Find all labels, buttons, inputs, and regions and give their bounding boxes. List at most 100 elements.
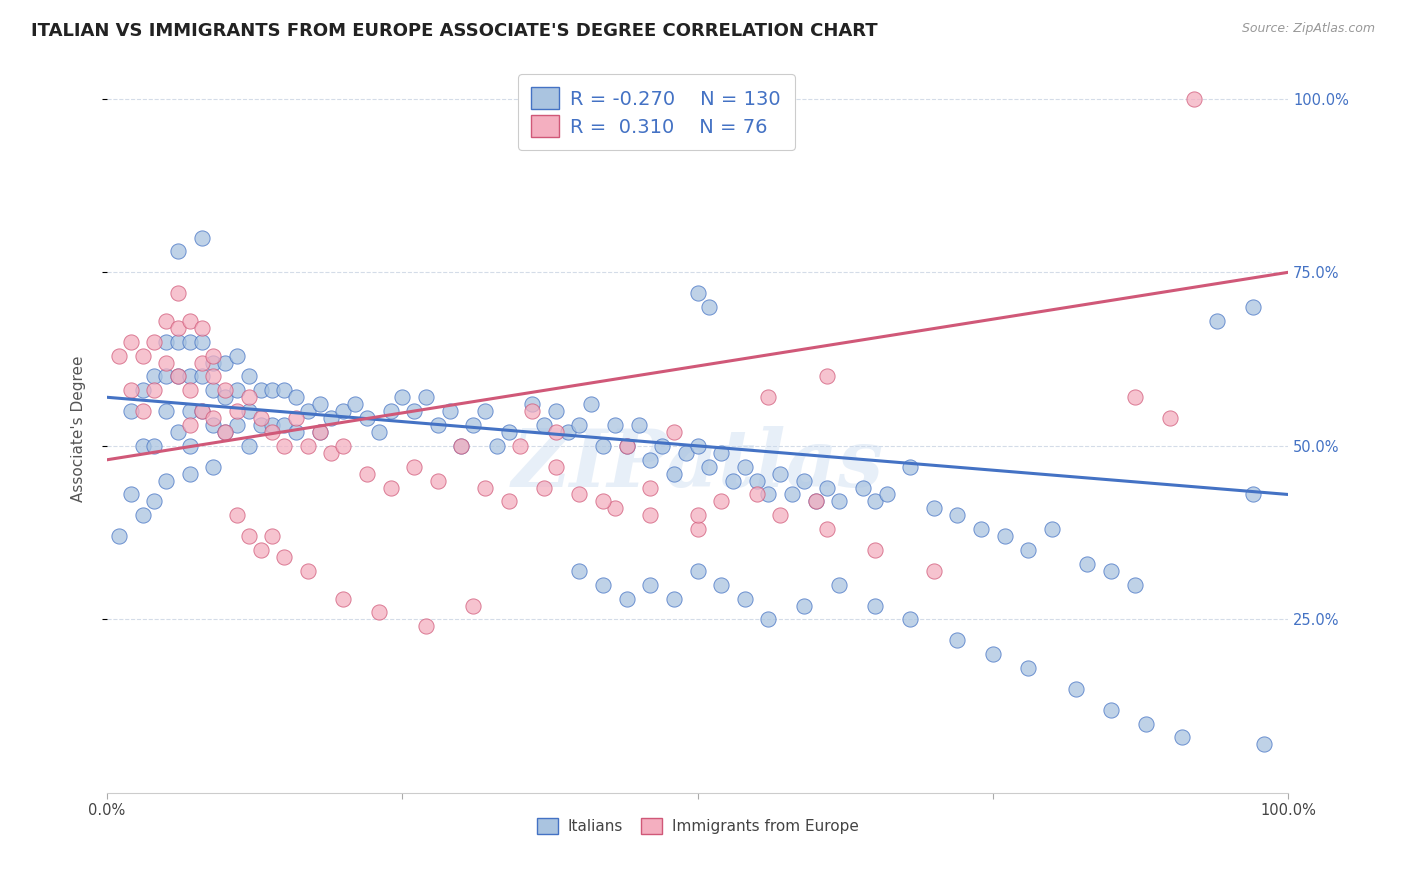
Point: [498, 425, 520, 439]
Text: ITALIAN VS IMMIGRANTS FROM EUROPE ASSOCIATE'S DEGREE CORRELATION CHART: ITALIAN VS IMMIGRANTS FROM EUROPE ASSOCI…: [31, 22, 877, 40]
Point: [640, 481, 662, 495]
Point: [190, 230, 212, 244]
Point: [1099, 703, 1122, 717]
Point: [226, 384, 249, 398]
Point: [167, 244, 190, 259]
Point: [474, 481, 496, 495]
Point: [863, 599, 886, 613]
Point: [463, 418, 485, 433]
Point: [1040, 522, 1063, 536]
Point: [131, 384, 153, 398]
Point: [640, 452, 662, 467]
Point: [426, 474, 449, 488]
Point: [238, 529, 260, 543]
Point: [120, 384, 142, 398]
Point: [745, 487, 768, 501]
Point: [131, 508, 153, 523]
Point: [592, 494, 614, 508]
Point: [143, 384, 166, 398]
Point: [721, 474, 744, 488]
Point: [190, 404, 212, 418]
Point: [131, 349, 153, 363]
Point: [804, 494, 827, 508]
Point: [922, 501, 945, 516]
Point: [214, 425, 236, 439]
Point: [922, 564, 945, 578]
Point: [214, 390, 236, 404]
Point: [285, 425, 308, 439]
Point: [297, 439, 319, 453]
Point: [946, 633, 969, 648]
Point: [238, 439, 260, 453]
Point: [662, 591, 685, 606]
Point: [179, 384, 201, 398]
Point: [863, 543, 886, 558]
Point: [450, 439, 472, 453]
Point: [415, 619, 437, 633]
Point: [1241, 487, 1264, 501]
Point: [238, 390, 260, 404]
Point: [380, 481, 402, 495]
Point: [226, 349, 249, 363]
Point: [356, 467, 378, 481]
Point: [1123, 578, 1146, 592]
Point: [758, 612, 780, 626]
Y-axis label: Associate's Degree: Associate's Degree: [72, 355, 86, 502]
Point: [616, 591, 638, 606]
Point: [640, 578, 662, 592]
Point: [686, 439, 709, 453]
Point: [238, 369, 260, 384]
Point: [769, 508, 792, 523]
Point: [675, 446, 697, 460]
Point: [522, 404, 544, 418]
Point: [262, 384, 284, 398]
Point: [557, 425, 579, 439]
Point: [710, 446, 733, 460]
Point: [662, 425, 685, 439]
Point: [817, 481, 839, 495]
Point: [214, 384, 236, 398]
Point: [592, 439, 614, 453]
Point: [202, 349, 225, 363]
Point: [190, 334, 212, 349]
Point: [131, 439, 153, 453]
Point: [981, 647, 1004, 661]
Point: [321, 411, 343, 425]
Point: [356, 411, 378, 425]
Point: [710, 578, 733, 592]
Point: [273, 549, 295, 564]
Point: [734, 591, 756, 606]
Point: [120, 404, 142, 418]
Point: [249, 543, 271, 558]
Point: [1182, 92, 1205, 106]
Point: [651, 439, 673, 453]
Point: [522, 397, 544, 411]
Point: [1064, 681, 1087, 696]
Point: [249, 384, 271, 398]
Point: [214, 355, 236, 369]
Point: [262, 418, 284, 433]
Point: [439, 404, 461, 418]
Point: [308, 425, 330, 439]
Point: [190, 321, 212, 335]
Point: [190, 404, 212, 418]
Point: [143, 334, 166, 349]
Point: [1123, 390, 1146, 404]
Point: [262, 529, 284, 543]
Point: [509, 439, 531, 453]
Point: [898, 459, 921, 474]
Point: [793, 599, 815, 613]
Point: [804, 494, 827, 508]
Point: [686, 508, 709, 523]
Point: [734, 459, 756, 474]
Legend: Italians, Immigrants from Europe: Italians, Immigrants from Europe: [530, 812, 865, 840]
Point: [404, 404, 426, 418]
Point: [581, 397, 603, 411]
Point: [415, 390, 437, 404]
Point: [994, 529, 1017, 543]
Point: [828, 494, 851, 508]
Point: [179, 369, 201, 384]
Point: [344, 397, 367, 411]
Point: [533, 418, 555, 433]
Point: [391, 390, 413, 404]
